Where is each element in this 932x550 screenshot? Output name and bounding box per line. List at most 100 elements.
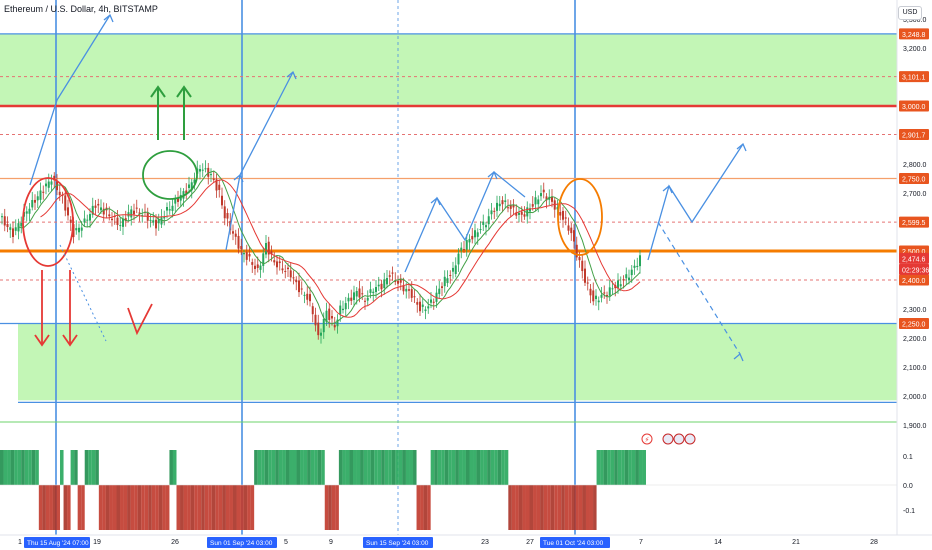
histogram-bar [610,450,615,485]
candle-body [201,169,204,171]
candle-body [47,181,50,188]
candle-body [600,294,603,298]
candle-body [559,211,562,216]
candle-body [289,270,292,278]
moving-average-slow [40,179,641,318]
histogram-bar [398,450,403,485]
candle-body [6,224,9,228]
candle-body [127,212,130,217]
histogram-bar [155,485,159,530]
candle-body [56,181,58,191]
currency-badge[interactable]: USD [898,6,922,20]
candle-body [336,319,339,327]
candle-body [298,280,300,293]
price-label-text: 2,474.6 [902,256,925,263]
histogram-bar [564,485,569,530]
candle-body [476,232,479,237]
candle-body [89,214,91,221]
candle-body [212,178,215,181]
histogram-bar [420,485,424,530]
candle-body [163,216,166,219]
histogram-bar [550,485,555,530]
time-highlight-label: Sun 01 Sep '24 03:00 [210,540,273,547]
candle-body [232,231,234,234]
histogram-bar [84,450,89,485]
price-axis-tick: 2,700.0 [903,191,926,198]
histogram-bar [596,450,601,485]
candle-body [460,247,463,251]
time-highlight-badge [540,537,610,548]
histogram-bar [543,485,548,530]
candle-body [221,195,223,206]
time-axis-tick: 21 [792,539,800,546]
candle-body [259,265,262,270]
histogram-bar [487,450,491,485]
candle-body [575,244,578,258]
candle-body [377,284,380,287]
histogram-bar [490,450,495,485]
histogram-bar [540,485,544,530]
histogram-bar [423,485,428,530]
histogram-bar [21,450,25,485]
histogram-bar [331,485,336,530]
price-label-badge [899,71,929,83]
histogram-bar [194,485,198,530]
candle-body [592,290,595,302]
histogram-bar [45,485,50,530]
candle-body [564,217,567,219]
histogram-bar [165,485,170,530]
green-up-arrow-head [150,85,166,98]
candle-body [218,184,221,190]
annotation-circle-orange [557,178,603,256]
candle-body [452,267,454,272]
histogram-bar [430,450,435,485]
histogram-bar [120,485,124,530]
red-check-mark [127,303,153,336]
histogram-bar [638,450,643,485]
candle-body [160,217,163,225]
candle-body [512,205,515,208]
candle-body [438,288,441,295]
candle-body [542,189,545,193]
candle-body [446,278,449,284]
histogram-bar [183,485,188,530]
histogram-bar [324,485,329,530]
candle-body [237,235,240,249]
time-axis-tick: 28 [870,539,878,546]
histogram-bar [264,450,269,485]
histogram-bar [338,450,343,485]
histogram-bar [247,485,251,530]
histogram-bar [232,485,237,530]
histogram-axis-tick: 0.1 [903,454,913,461]
candle-body [72,224,75,238]
candle-body [300,288,303,290]
price-label-badge [899,100,929,112]
histogram-bar [67,485,71,530]
candle-body [83,218,86,223]
candle-body [617,280,619,288]
histogram-bar [501,450,505,485]
candle-body [75,228,78,231]
histogram-bar [3,450,8,485]
histogram-bar [105,485,110,530]
candle-body [124,218,127,222]
candle-body [421,304,424,307]
candle-body [287,267,289,270]
price-axis-tick: 3,300.0 [903,17,926,24]
candle-body [361,293,364,295]
histogram-bar [388,450,392,485]
histogram-bar [465,450,470,485]
candle-body [454,265,457,275]
candle-body [177,198,179,202]
histogram-bar [547,485,551,530]
histogram-bar [356,450,361,485]
candle-body [234,233,237,237]
countdown-badge [899,263,929,275]
us-flag-event-icon [673,433,685,445]
candle-body [210,174,212,176]
candle-body [130,209,133,218]
histogram-bar [617,450,622,485]
candle-body [597,300,600,303]
candle-body [410,289,413,298]
